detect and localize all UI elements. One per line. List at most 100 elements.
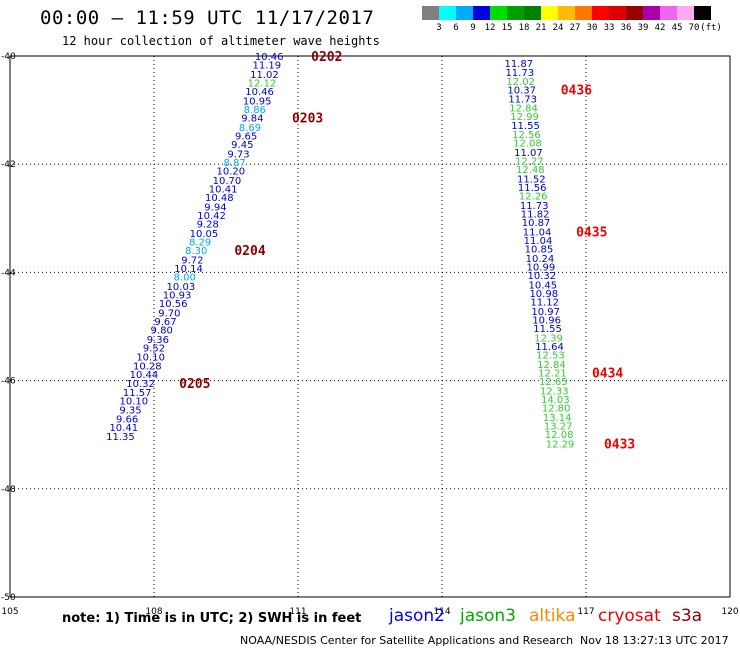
wave-height-point: 11.04 <box>524 236 553 247</box>
map-frame <box>9 55 731 598</box>
wave-height-point: 10.87 <box>522 218 551 229</box>
color-scale-label: 30 <box>586 23 598 33</box>
color-swatch <box>422 6 439 20</box>
lat-tick-label: -48 <box>1 485 16 495</box>
lat-tick-label: -44 <box>1 268 16 278</box>
wave-height-point: 9.94 <box>204 202 226 213</box>
color-swatch <box>643 6 660 20</box>
wave-height-point: 9.45 <box>231 140 253 151</box>
wave-height-point: 12.12 <box>248 79 277 90</box>
wave-height-point: 10.20 <box>216 167 245 178</box>
color-scale-label: 9 <box>470 23 476 33</box>
time-labels: 0202 0203 0204 0205 0436 0435 0434 0433 <box>179 50 635 452</box>
color-scale-label: 39 <box>637 23 649 33</box>
lon-tick-label: 105 <box>1 607 18 617</box>
wave-height-point: 10.46 <box>255 52 284 63</box>
wave-height-point: 11.55 <box>533 324 562 335</box>
wave-height-point: 11.19 <box>252 61 281 72</box>
wave-height-point: 11.57 <box>123 388 152 399</box>
wave-height-point: 12.29 <box>546 439 575 450</box>
wave-height-point: 8.86 <box>244 105 266 116</box>
legend-jason2: jason2 <box>389 606 445 626</box>
lon-tick-label: 111 <box>289 607 306 617</box>
wave-height-point: 10.24 <box>526 254 555 265</box>
wave-height-point: 11.02 <box>250 70 279 81</box>
lat-tick-label: -42 <box>1 160 16 170</box>
wave-height-point: 9.52 <box>143 344 165 355</box>
color-scale-label: 24 <box>552 23 564 33</box>
wave-height-point: 9.72 <box>181 255 203 266</box>
wave-height-point: 8.69 <box>239 123 261 134</box>
lon-tick-label: 108 <box>145 607 162 617</box>
color-swatch <box>677 6 694 20</box>
legend-altika: altika <box>529 606 576 626</box>
wave-height-point: 13.27 <box>544 422 573 433</box>
color-scale-label: 27 <box>569 23 581 33</box>
wave-height-point: 12.99 <box>510 112 539 123</box>
wave-height-point: 12.56 <box>512 130 541 141</box>
wave-height-point: 12.27 <box>515 156 544 167</box>
color-swatch <box>609 6 626 20</box>
wave-height-point: 10.93 <box>163 291 192 302</box>
time-label: 0436 <box>561 84 592 99</box>
wave-height-point: 9.84 <box>241 114 263 125</box>
wave-height-point: 12.65 <box>539 377 568 388</box>
wave-height-point: 10.95 <box>243 96 272 107</box>
wave-height-point: 11.56 <box>518 183 547 194</box>
color-scale-label: 33 <box>603 23 615 33</box>
wave-height-point: 13.14 <box>543 413 572 424</box>
color-swatch <box>626 6 643 20</box>
color-scale-label: (ft) <box>700 23 722 33</box>
wave-height-point: 9.35 <box>119 405 141 416</box>
wave-height-point: 10.70 <box>213 176 242 187</box>
wave-height-point: 11.82 <box>521 209 550 220</box>
wave-height-point: 9.36 <box>147 335 169 346</box>
lat-tick-label: -46 <box>1 377 16 387</box>
wave-height-point: 9.66 <box>116 414 138 425</box>
map-grid <box>10 56 730 597</box>
color-scale-label: 18 <box>518 23 530 33</box>
legend-jason3: jason3 <box>460 606 516 626</box>
lon-tick-label: 114 <box>433 607 450 617</box>
time-label: 0434 <box>592 366 623 381</box>
wave-height-point: 12.08 <box>513 139 542 150</box>
wave-height-point: 10.56 <box>159 299 188 310</box>
wave-height-point: 10.28 <box>133 361 162 372</box>
wave-height-point: 11.55 <box>511 121 540 132</box>
wave-height-point: 10.14 <box>174 264 203 275</box>
color-scale-label: 15 <box>501 23 513 33</box>
wave-height-point: 10.05 <box>190 229 219 240</box>
legend-cryosat: cryosat <box>598 606 661 626</box>
color-swatch <box>507 6 524 20</box>
page-title: 00:00 – 11:59 UTC 11/17/2017 <box>40 7 375 29</box>
wave-height-point: 11.12 <box>530 298 559 309</box>
credit-text: NOAA/NESDIS Center for Satellite Applica… <box>240 634 574 647</box>
wave-height-point: 12.26 <box>519 192 548 203</box>
color-swatch <box>541 6 558 20</box>
units-note: note: 1) Time is in UTC; 2) SWH is in fe… <box>62 611 362 626</box>
lon-tick-label: 120 <box>721 607 738 617</box>
lon-tick-label: 117 <box>577 607 594 617</box>
color-scale-label: 12 <box>484 23 496 33</box>
wave-height-point: 10.42 <box>197 211 226 222</box>
wave-height-point: 11.35 <box>106 432 135 443</box>
wave-height-point: 11.04 <box>523 227 552 238</box>
color-scale-label: 3 <box>436 23 442 33</box>
wave-height-point: 14.03 <box>541 395 570 406</box>
time-label: 0204 <box>234 244 265 259</box>
track-points: 10.4611.1911.0212.1210.4610.958.869.848.… <box>106 52 574 450</box>
color-swatch <box>524 6 541 20</box>
wave-height-point: 10.03 <box>167 282 196 293</box>
wave-height-point: 10.32 <box>528 271 557 282</box>
time-label: 0435 <box>576 225 607 240</box>
color-swatch <box>456 6 473 20</box>
color-swatch <box>558 6 575 20</box>
color-swatch <box>439 6 456 20</box>
wave-height-point: 12.80 <box>542 404 571 415</box>
time-label: 0205 <box>179 377 210 392</box>
color-swatch <box>490 6 507 20</box>
wave-height-point: 9.67 <box>154 317 176 328</box>
color-scale-label: 21 <box>535 23 547 33</box>
wave-height-point: 8.29 <box>189 238 211 249</box>
wave-height-point: 11.52 <box>517 174 546 185</box>
